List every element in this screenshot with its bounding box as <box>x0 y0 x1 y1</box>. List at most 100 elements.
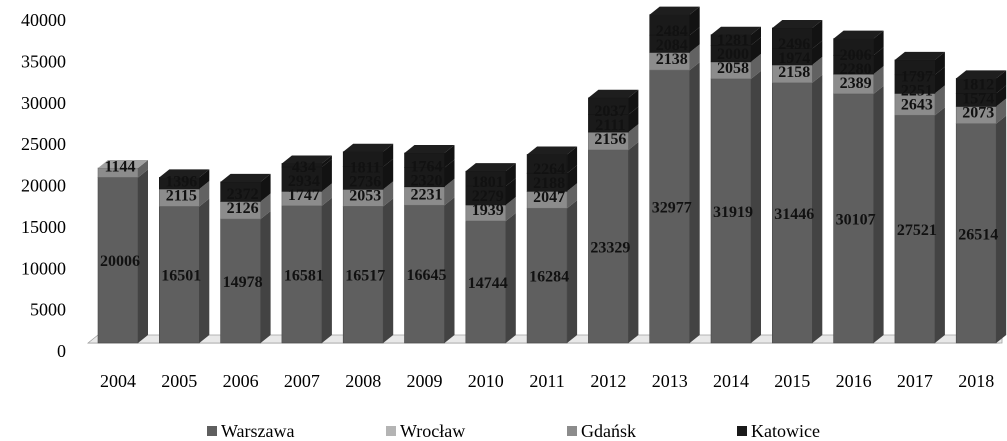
bar-side <box>628 89 639 115</box>
y-tick-label: 25000 <box>21 134 66 154</box>
data-label: 1974 <box>778 50 810 67</box>
data-label: 20006 <box>100 253 140 270</box>
x-tick-label: 2007 <box>284 371 320 391</box>
bar-side <box>996 115 1007 343</box>
data-label: 32977 <box>652 200 692 217</box>
bar-side <box>689 44 700 71</box>
bar-side <box>689 27 700 53</box>
data-label: 1574 <box>962 91 994 108</box>
bar-side <box>199 180 210 207</box>
bar-side <box>751 26 761 46</box>
data-label: 16581 <box>284 267 324 284</box>
bar-side <box>383 198 394 343</box>
x-tick-label: 2009 <box>407 371 443 391</box>
y-tick-label: 0 <box>57 341 66 361</box>
bar-side <box>383 181 394 207</box>
bar-side <box>567 183 578 209</box>
data-label: 2053 <box>349 187 381 204</box>
bar-side <box>505 163 516 187</box>
y-tick-label: 15000 <box>21 217 66 237</box>
bar-side <box>812 56 823 83</box>
data-label: 31446 <box>774 206 814 223</box>
data-label: 1801 <box>472 174 504 191</box>
bar-side <box>383 143 394 167</box>
bar-side <box>321 155 332 168</box>
bar-side <box>321 159 332 192</box>
bar-segment <box>833 93 874 344</box>
bar-side <box>934 107 945 343</box>
legend-swatch <box>567 426 577 436</box>
data-label: 30107 <box>836 211 876 228</box>
bar-segment <box>955 123 997 344</box>
data-label: 2138 <box>656 51 688 68</box>
bar-side <box>199 198 210 343</box>
bar-side <box>996 98 1007 124</box>
bar-side <box>321 183 332 206</box>
data-label: 2000 <box>717 46 749 63</box>
bar-side <box>689 6 700 36</box>
data-label: 27521 <box>897 222 937 239</box>
bar-side <box>934 66 945 94</box>
data-label: 2084 <box>656 37 688 54</box>
data-label: 2111 <box>595 117 625 134</box>
bar-top <box>649 6 700 15</box>
bar-segment <box>526 207 568 344</box>
y-tick-label: 5000 <box>30 300 66 320</box>
data-label: 2115 <box>166 187 197 204</box>
bar-top <box>527 146 578 155</box>
bar-side <box>199 169 210 189</box>
bar-side <box>812 19 823 49</box>
bar-side <box>873 85 884 344</box>
bar-top <box>956 70 1007 79</box>
bar-side <box>505 212 516 343</box>
data-label: 2231 <box>411 186 443 203</box>
bar-top <box>894 51 945 60</box>
bar-top <box>159 169 210 178</box>
bar-top <box>343 143 394 152</box>
bar-side <box>567 146 578 174</box>
bar-side <box>812 40 823 65</box>
x-tick-label: 2008 <box>345 371 381 391</box>
data-label: 1281 <box>717 32 749 49</box>
bar-segment <box>710 78 752 344</box>
bar-top <box>404 145 455 154</box>
bar-top <box>833 30 884 39</box>
data-label: 1764 <box>411 158 443 175</box>
x-tick-label: 2012 <box>590 371 626 391</box>
data-label: 2047 <box>533 189 565 206</box>
data-label: 31919 <box>713 204 753 221</box>
bar-side <box>873 47 884 75</box>
data-label: 1812 <box>962 77 994 94</box>
data-label: 1797 <box>901 68 933 85</box>
y-tick-label: 20000 <box>21 176 66 196</box>
data-label: 16284 <box>529 269 569 286</box>
x-tick-label: 2013 <box>652 371 688 391</box>
data-label: 2058 <box>717 60 749 77</box>
data-label: 16645 <box>407 267 447 284</box>
bar-side <box>934 51 945 75</box>
data-label: 14978 <box>223 274 263 291</box>
data-label: 2280 <box>840 61 872 78</box>
data-label: 23329 <box>590 239 630 256</box>
bar-side <box>444 178 455 206</box>
bar-segment <box>588 149 629 344</box>
bar-side <box>751 37 761 62</box>
bar-side <box>260 211 271 343</box>
y-tick-label: 40000 <box>21 10 66 30</box>
bar-side <box>934 85 945 116</box>
x-tick-label: 2006 <box>223 371 259 391</box>
bar-top <box>281 155 332 164</box>
x-tick-label: 2011 <box>529 371 564 391</box>
legend-label: Warszawa <box>221 421 295 441</box>
bar-side <box>260 193 271 220</box>
data-label: 2736 <box>349 173 381 190</box>
data-label: 1939 <box>472 202 504 219</box>
y-tick-label: 35000 <box>21 51 66 71</box>
data-label: 2251 <box>901 82 933 99</box>
bar-side <box>444 197 455 343</box>
data-label: 2156 <box>594 131 626 148</box>
bar-top <box>772 19 823 28</box>
legend-label: Gdańsk <box>581 421 636 441</box>
bar-segment <box>97 177 139 344</box>
data-label: 434 <box>292 159 316 176</box>
